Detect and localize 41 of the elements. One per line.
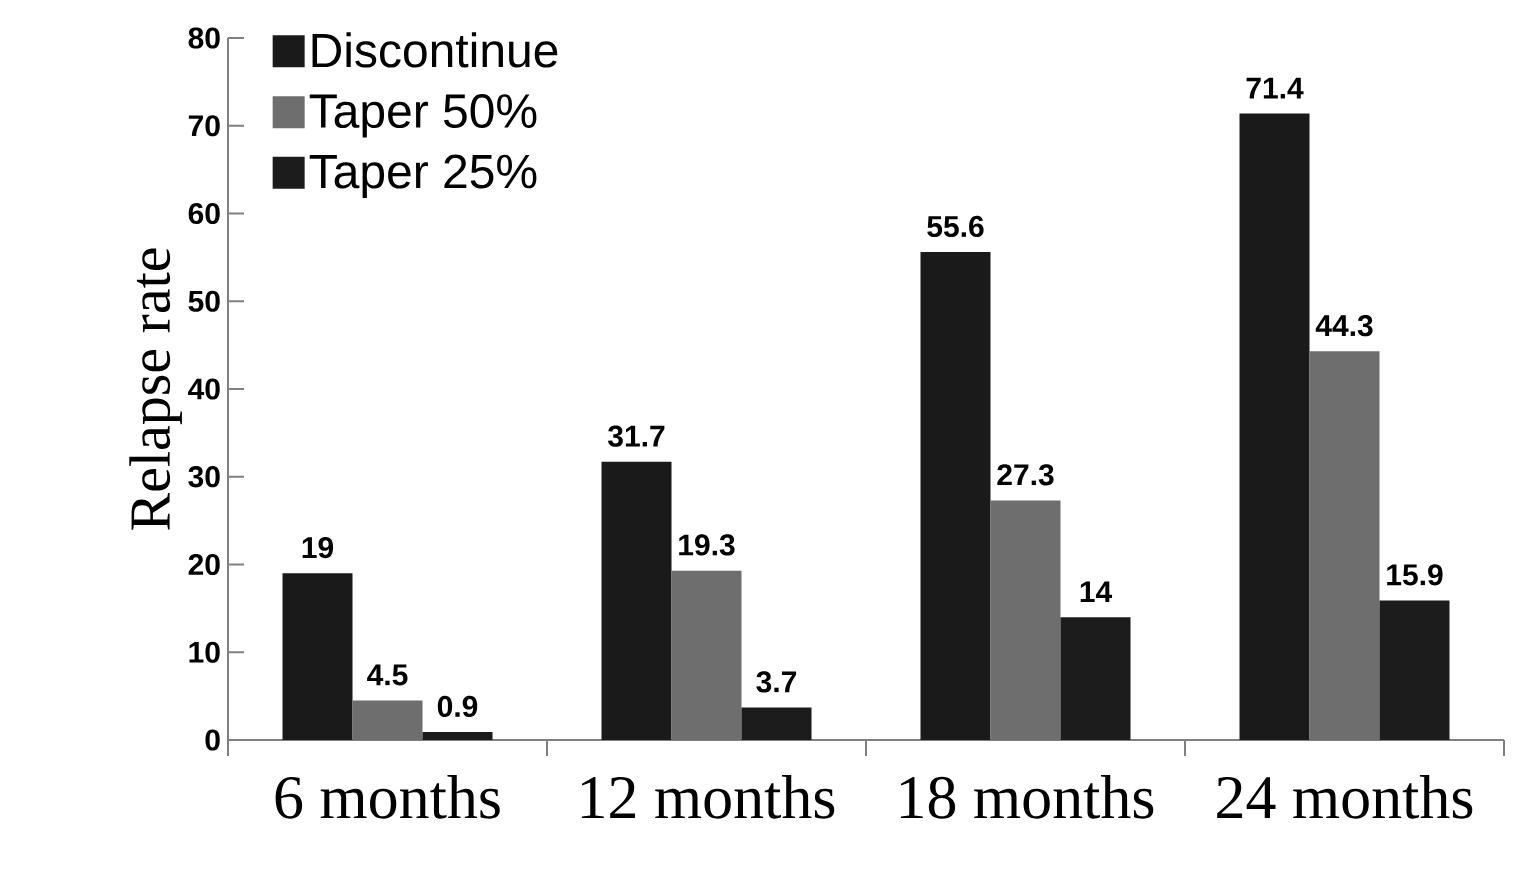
bar: [1379, 600, 1450, 740]
x-tick-label: 24 months: [1217, 775, 1473, 819]
bar: [1309, 351, 1380, 740]
data-label: 19.3: [679, 534, 735, 556]
bar: [671, 570, 742, 740]
y-tick-label: 40: [188, 378, 220, 400]
bar: [422, 732, 493, 740]
y-tick-label: 30: [188, 466, 220, 488]
data-label: 44.3: [1315, 314, 1373, 337]
y-tick-label: 60: [188, 202, 220, 225]
bar: [1060, 617, 1131, 740]
y-tick-label: 20: [188, 553, 220, 576]
data-label: 19: [302, 537, 334, 559]
x-tick-label: 12 months: [581, 775, 835, 819]
data-label: 27.3: [997, 464, 1054, 486]
y-tick-label: 50: [188, 290, 220, 312]
bar: [920, 252, 991, 740]
y-tick-label: 10: [189, 641, 220, 663]
bar: [741, 707, 812, 740]
data-label: 71.4: [1246, 77, 1304, 99]
data-label: 15.9: [1387, 564, 1443, 586]
bar: [990, 500, 1061, 740]
data-label: 3.7: [756, 671, 797, 693]
legend-label: Taper 25%: [309, 154, 537, 199]
bar: [282, 573, 353, 740]
y-tick-label: 0: [205, 729, 220, 751]
data-label: 31.7: [608, 425, 665, 447]
bar: [601, 461, 672, 740]
y-axis-title: Relapse rate: [129, 248, 182, 530]
x-tick-label: 6 months: [275, 775, 500, 819]
legend-label: Taper 50%: [309, 94, 537, 138]
bar: [352, 700, 423, 740]
x-tick-label: 18 months: [900, 775, 1154, 819]
y-tick-label: 70: [188, 115, 220, 137]
data-label: 0.9: [437, 695, 478, 718]
legend-label: Discontinue: [312, 32, 558, 68]
data-label: 55.6: [927, 215, 984, 238]
y-tick-label: 80: [188, 27, 220, 49]
data-label: 4.5: [367, 664, 408, 686]
bar: [1239, 113, 1310, 740]
data-label: 14: [1080, 581, 1113, 603]
